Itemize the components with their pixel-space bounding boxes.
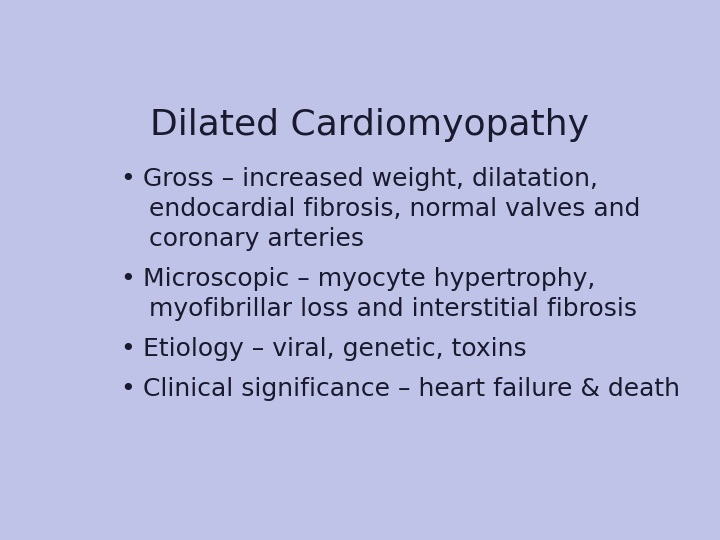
Text: •: • (121, 167, 135, 191)
Text: Gross – increased weight, dilatation,: Gross – increased weight, dilatation, (143, 167, 598, 191)
Text: •: • (121, 337, 135, 361)
Text: Microscopic – myocyte hypertrophy,: Microscopic – myocyte hypertrophy, (143, 267, 595, 291)
Text: •: • (121, 267, 135, 291)
Text: endocardial fibrosis, normal valves and: endocardial fibrosis, normal valves and (148, 197, 640, 221)
Text: •: • (121, 377, 135, 401)
Text: Etiology – viral, genetic, toxins: Etiology – viral, genetic, toxins (143, 337, 526, 361)
Text: coronary arteries: coronary arteries (148, 227, 364, 251)
Text: myofibrillar loss and interstitial fibrosis: myofibrillar loss and interstitial fibro… (148, 297, 636, 321)
Text: Clinical significance – heart failure & death: Clinical significance – heart failure & … (143, 377, 680, 401)
Text: Dilated Cardiomyopathy: Dilated Cardiomyopathy (150, 109, 588, 143)
